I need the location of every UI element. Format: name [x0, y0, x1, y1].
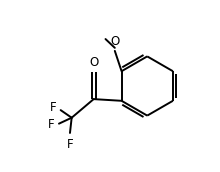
Text: O: O [89, 56, 98, 69]
Text: O: O [110, 35, 119, 48]
Text: F: F [48, 118, 55, 131]
Text: F: F [50, 101, 57, 114]
Text: F: F [67, 138, 73, 151]
